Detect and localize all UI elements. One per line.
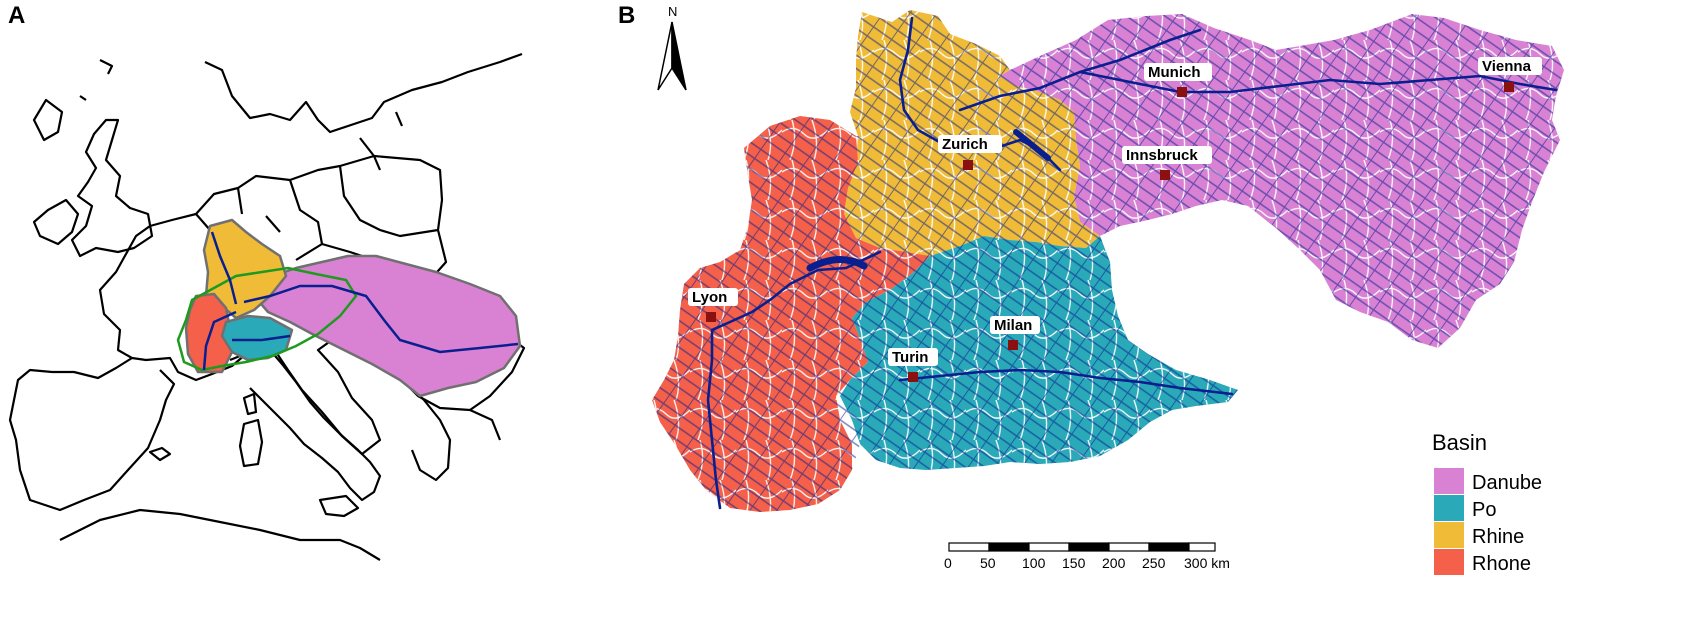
city-markers — [706, 82, 1514, 382]
po-main-river — [898, 368, 1234, 396]
city-label-munich: Munich — [1148, 64, 1201, 81]
legend-swatch-rhine — [1434, 522, 1464, 548]
danube-main-river — [958, 28, 1558, 112]
scale-tick-200: 200 — [1102, 555, 1126, 571]
balkans-coastline — [399, 377, 502, 482]
legend-swatch-po — [1434, 495, 1464, 521]
north-arrow-right-half — [671, 21, 687, 91]
rhone-river-overview — [202, 310, 237, 371]
lake-geneva — [806, 256, 868, 272]
scale-tick-50: 50 — [980, 555, 996, 571]
north-arrow: N — [657, 4, 687, 91]
legend-swatch-danube — [1434, 468, 1464, 494]
panel-a-label: A — [8, 2, 26, 29]
city-label-turin: Turin — [892, 349, 928, 366]
sicily-coastline — [318, 494, 360, 518]
city-label-zurich: Zurich — [942, 136, 988, 153]
vienna-marker — [1504, 82, 1514, 92]
city-label-lyon: Lyon — [692, 289, 727, 306]
scale-tick-100: 100 — [1022, 555, 1046, 571]
turin-marker — [908, 372, 918, 382]
city-label-innsbruck: Innsbruck — [1126, 147, 1198, 164]
british-isles-coastline — [70, 118, 154, 258]
legend-label-po: Po — [1472, 499, 1496, 521]
panel-a-rivers — [202, 231, 519, 371]
panel-b-river-hatch — [652, 10, 1564, 512]
lyon-marker — [706, 312, 716, 322]
north-africa-coastline — [59, 508, 381, 561]
scale-tick-0: 0 — [944, 555, 952, 571]
alpine-convention-outline — [176, 266, 358, 372]
scale-bar: 0 50 100 150 200 250 300 km — [944, 542, 1230, 571]
rhone-basin-overview — [184, 292, 234, 374]
legend-label-rhone: Rhone — [1472, 553, 1531, 575]
legend-swatch-rhone — [1434, 549, 1464, 575]
city-label-vienna: Vienna — [1482, 58, 1532, 75]
north-arrow-left-half — [657, 21, 673, 91]
po-river-overview — [232, 334, 291, 342]
hebrides-islands — [32, 98, 64, 142]
munich-marker — [1177, 87, 1187, 97]
lake-constance — [1013, 129, 1051, 161]
europe-map — [8, 52, 526, 561]
north-arrow-label: N — [668, 4, 677, 19]
corsica-coastline — [242, 392, 258, 416]
zurich-marker — [963, 160, 973, 170]
innsbruck-marker — [1160, 170, 1170, 180]
scale-tick-150: 150 — [1062, 555, 1086, 571]
scale-tick-250: 250 — [1142, 555, 1166, 571]
panel-b-label: B — [618, 2, 636, 29]
scandinavia-coastline — [204, 52, 523, 171]
city-label-milan: Milan — [994, 317, 1032, 334]
panel-a-basins — [184, 218, 522, 398]
panel-b-main-rivers — [706, 16, 1558, 510]
milan-marker — [1008, 340, 1018, 350]
balearic-islands — [148, 446, 172, 462]
ireland-coastline — [32, 198, 80, 246]
italy-coastline — [229, 348, 382, 502]
rhone-main-river — [706, 250, 882, 510]
legend-label-danube: Danube — [1472, 472, 1542, 494]
city-labels: Munich Vienna Zurich Innsbruck Lyon Mila… — [688, 57, 1542, 366]
legend-title: Basin — [1432, 430, 1487, 455]
rhine-basin-overview — [202, 218, 288, 320]
rhine-river-overview — [210, 231, 238, 305]
legend: Basin Danube Po Rhine Rhone — [1432, 430, 1542, 575]
danube-river-overview — [243, 284, 519, 354]
scale-tick-300-km: 300 km — [1184, 555, 1230, 571]
legend-label-rhine: Rhine — [1472, 526, 1524, 548]
northern-islands — [79, 59, 114, 101]
sardinia-coastline — [238, 418, 264, 468]
